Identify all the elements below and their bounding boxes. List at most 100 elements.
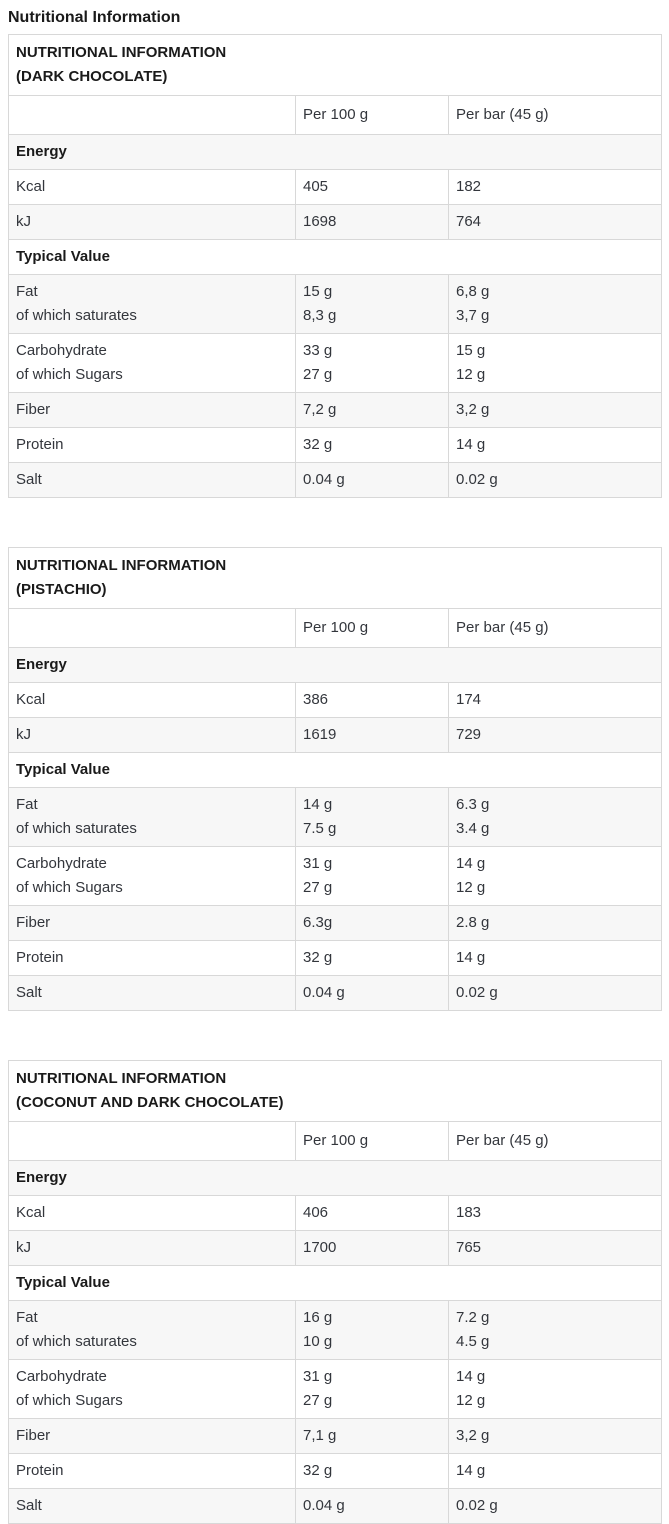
kcal-per-100g: 386 — [295, 682, 449, 718]
kj-per-bar: 764 — [447, 204, 663, 240]
kj-label: kJ — [8, 1230, 296, 1266]
salt-per-bar: 0.02 g — [447, 975, 663, 1011]
row-kj: kJ 1619 729 — [8, 717, 663, 753]
section-label-typical-value: Typical Value — [7, 1265, 663, 1301]
carbohydrate-per-100g-sub: 27 g — [303, 879, 333, 896]
fat-per-bar-sub: 3.4 g — [456, 820, 490, 837]
table-title-cell: NUTRITIONAL INFORMATION (PISTACHIO) — [7, 547, 663, 609]
protein-per-100g: 32 g — [295, 427, 449, 463]
fiber-label: Fiber — [8, 1418, 296, 1454]
fat-label: Fat of which saturates — [8, 1300, 296, 1360]
section-label-energy: Energy — [7, 134, 663, 170]
fiber-label: Fiber — [8, 392, 296, 428]
fat-label-sub: of which saturates — [16, 820, 137, 837]
fat-per-100g: 15 g 8,3 g — [295, 274, 449, 334]
nutrition-table-coconut-and-dark-chocolate: NUTRITIONAL INFORMATION (COCONUT AND DAR… — [7, 1060, 663, 1524]
fat-per-bar: 7.2 g 4.5 g — [447, 1300, 663, 1360]
carbohydrate-per-100g-main: 31 g — [303, 1368, 333, 1385]
protein-label: Protein — [8, 940, 296, 976]
carbohydrate-per-bar: 14 g 12 g — [447, 1359, 663, 1419]
carbohydrate-label-main: Carbohydrate — [16, 342, 107, 359]
carbohydrate-per-100g: 33 g 27 g — [295, 333, 449, 393]
fiber-label: Fiber — [8, 905, 296, 941]
fat-label-main: Fat — [16, 283, 38, 300]
salt-label: Salt — [8, 975, 296, 1011]
kj-per-bar: 765 — [447, 1230, 663, 1266]
carbohydrate-label-main: Carbohydrate — [16, 855, 107, 872]
fat-per-100g-sub: 8,3 g — [303, 307, 337, 324]
section-label-energy: Energy — [7, 647, 663, 683]
row-fiber: Fiber 7,1 g 3,2 g — [8, 1418, 663, 1454]
fiber-per-100g: 6.3g — [295, 905, 449, 941]
carbohydrate-label: Carbohydrate of which Sugars — [8, 846, 296, 906]
kj-per-100g: 1700 — [295, 1230, 449, 1266]
kcal-label: Kcal — [8, 682, 296, 718]
fat-label-sub: of which saturates — [16, 1333, 137, 1350]
fiber-per-bar: 3,2 g — [447, 392, 663, 428]
kcal-per-100g: 405 — [295, 169, 449, 205]
row-protein: Protein 32 g 14 g — [8, 1453, 663, 1489]
fat-per-100g: 16 g 10 g — [295, 1300, 449, 1360]
protein-per-100g: 32 g — [295, 1453, 449, 1489]
carbohydrate-label: Carbohydrate of which Sugars — [8, 1359, 296, 1419]
fat-per-bar-main: 7.2 g — [456, 1309, 490, 1326]
fat-per-100g-main: 16 g — [303, 1309, 333, 1326]
section-label-typical-value: Typical Value — [7, 752, 663, 788]
fat-per-100g-main: 15 g — [303, 283, 333, 300]
row-protein: Protein 32 g 14 g — [8, 940, 663, 976]
carbohydrate-label-sub: of which Sugars — [16, 366, 123, 383]
column-header-per-bar: Per bar (45 g) — [447, 608, 663, 648]
table-title-cell: NUTRITIONAL INFORMATION (COCONUT AND DAR… — [7, 1060, 663, 1122]
kcal-label: Kcal — [8, 1195, 296, 1231]
kcal-per-bar: 183 — [447, 1195, 663, 1231]
column-header-per-bar: Per bar (45 g) — [447, 95, 663, 135]
fat-label-sub: of which saturates — [16, 307, 137, 324]
row-fat: Fat of which saturates 15 g 8,3 g 6,8 g … — [8, 274, 663, 334]
protein-per-bar: 14 g — [447, 1453, 663, 1489]
table-title-line1: NUTRITIONAL INFORMATION — [16, 1070, 227, 1087]
carbohydrate-per-100g-main: 31 g — [303, 855, 333, 872]
column-header-per-100g: Per 100 g — [295, 608, 449, 648]
fat-per-bar-main: 6.3 g — [456, 796, 490, 813]
fiber-per-bar: 2.8 g — [447, 905, 663, 941]
salt-per-100g: 0.04 g — [295, 462, 449, 498]
row-fiber: Fiber 6.3g 2.8 g — [8, 905, 663, 941]
kj-per-100g: 1619 — [295, 717, 449, 753]
section-row-energy: Energy — [7, 134, 663, 170]
fat-per-bar: 6.3 g 3.4 g — [447, 787, 663, 847]
carbohydrate-label-main: Carbohydrate — [16, 1368, 107, 1385]
column-header-per-bar: Per bar (45 g) — [447, 1121, 663, 1161]
fat-label: Fat of which saturates — [8, 274, 296, 334]
page-title: Nutritional Information — [8, 9, 181, 26]
row-fiber: Fiber 7,2 g 3,2 g — [8, 392, 663, 428]
row-salt: Salt 0.04 g 0.02 g — [8, 975, 663, 1011]
carbohydrate-per-bar: 15 g 12 g — [447, 333, 663, 393]
carbohydrate-per-bar-sub: 12 g — [456, 366, 486, 383]
fat-per-100g: 14 g 7.5 g — [295, 787, 449, 847]
fat-label-main: Fat — [16, 1309, 38, 1326]
salt-label: Salt — [8, 1488, 296, 1524]
fat-per-bar: 6,8 g 3,7 g — [447, 274, 663, 334]
fat-per-bar-sub: 3,7 g — [456, 307, 490, 324]
salt-per-bar: 0.02 g — [447, 1488, 663, 1524]
row-carbohydrate: Carbohydrate of which Sugars 31 g 27 g 1… — [8, 1359, 663, 1419]
nutrition-table-pistachio: NUTRITIONAL INFORMATION (PISTACHIO) Per … — [7, 547, 663, 1011]
row-fat: Fat of which saturates 14 g 7.5 g 6.3 g … — [8, 787, 663, 847]
section-label-typical-value: Typical Value — [7, 239, 663, 275]
section-row-energy: Energy — [7, 647, 663, 683]
table-title-row: NUTRITIONAL INFORMATION (PISTACHIO) — [7, 547, 663, 609]
fat-per-100g-sub: 7.5 g — [303, 820, 337, 837]
row-salt: Salt 0.04 g 0.02 g — [8, 1488, 663, 1524]
protein-label: Protein — [8, 427, 296, 463]
protein-per-100g: 32 g — [295, 940, 449, 976]
kj-per-100g: 1698 — [295, 204, 449, 240]
salt-per-100g: 0.04 g — [295, 975, 449, 1011]
kcal-per-100g: 406 — [295, 1195, 449, 1231]
row-kj: kJ 1700 765 — [8, 1230, 663, 1266]
row-protein: Protein 32 g 14 g — [8, 427, 663, 463]
column-header-row: Per 100 g Per bar (45 g) — [8, 608, 663, 648]
fat-per-bar-sub: 4.5 g — [456, 1333, 490, 1350]
section-row-typical-value: Typical Value — [7, 239, 663, 275]
fiber-per-bar: 3,2 g — [447, 1418, 663, 1454]
